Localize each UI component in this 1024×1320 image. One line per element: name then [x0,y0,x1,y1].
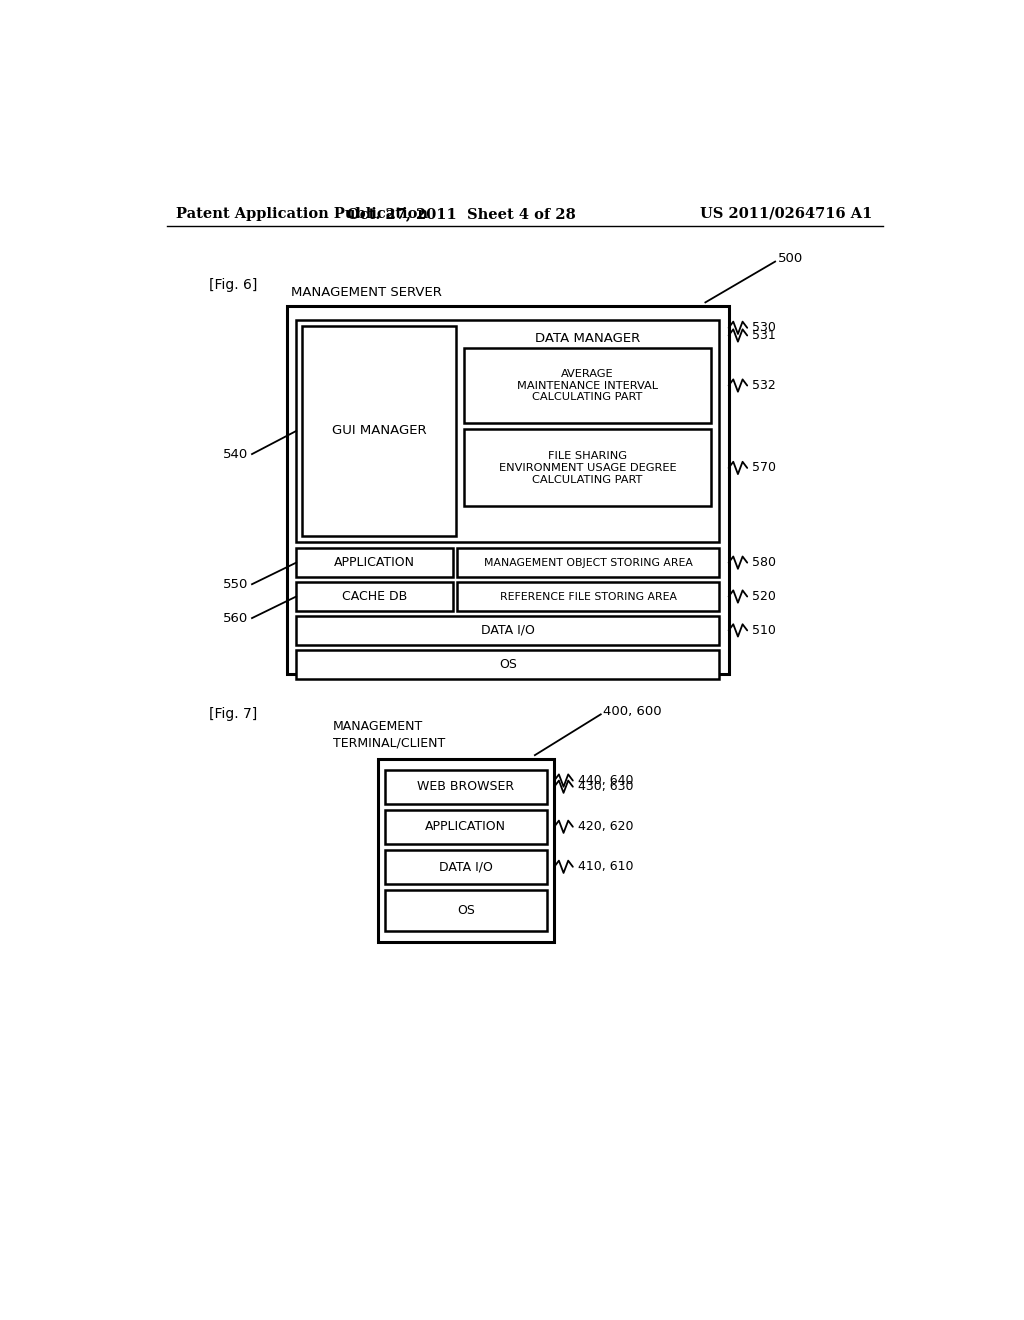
Text: MANAGEMENT
TERMINAL/CLIENT: MANAGEMENT TERMINAL/CLIENT [333,719,444,750]
Text: OS: OS [457,904,475,917]
Text: REFERENCE FILE STORING AREA: REFERENCE FILE STORING AREA [500,591,677,602]
Text: 550: 550 [223,578,248,591]
Text: Patent Application Publication: Patent Application Publication [176,207,428,220]
Text: MANAGEMENT SERVER: MANAGEMENT SERVER [291,285,441,298]
Text: GUI MANAGER: GUI MANAGER [332,425,426,437]
Text: 420, 620: 420, 620 [578,820,633,833]
Text: US 2011/0264716 A1: US 2011/0264716 A1 [699,207,872,220]
Text: 400, 600: 400, 600 [603,705,662,718]
Bar [385,850,547,884]
Bar [385,770,547,804]
Bar [302,326,456,536]
Text: [Fig. 6]: [Fig. 6] [209,279,258,293]
Text: DATA MANAGER: DATA MANAGER [535,333,640,345]
Text: 410, 610: 410, 610 [578,861,633,874]
Text: 530: 530 [752,321,776,334]
Bar [296,321,719,543]
Bar [464,429,711,507]
Text: AVERAGE
MAINTENANCE INTERVAL
CALCULATING PART: AVERAGE MAINTENANCE INTERVAL CALCULATING… [517,370,658,403]
Text: 531: 531 [752,329,775,342]
Text: APPLICATION: APPLICATION [334,556,415,569]
Text: 570: 570 [752,462,776,474]
Text: 580: 580 [752,556,776,569]
Text: APPLICATION: APPLICATION [425,820,507,833]
Text: OS: OS [499,657,517,671]
Text: 440, 640: 440, 640 [578,774,633,787]
Bar [296,615,719,645]
Text: [Fig. 7]: [Fig. 7] [209,708,258,721]
Text: FILE SHARING
ENVIRONMENT USAGE DEGREE
CALCULATING PART: FILE SHARING ENVIRONMENT USAGE DEGREE CA… [499,451,677,484]
Bar [296,548,453,577]
Text: DATA I/O: DATA I/O [439,861,493,874]
Text: CACHE DB: CACHE DB [342,590,408,603]
Text: 430, 630: 430, 630 [578,780,633,793]
Text: WEB BROWSER: WEB BROWSER [418,780,514,793]
Bar [296,582,453,611]
Bar [464,348,711,424]
Text: 540: 540 [223,447,248,461]
Text: DATA I/O: DATA I/O [481,624,535,638]
Text: 520: 520 [752,590,776,603]
Bar [287,306,729,675]
Bar [458,582,719,611]
Bar [378,759,554,942]
Text: 510: 510 [752,624,776,638]
Text: Oct. 27, 2011  Sheet 4 of 28: Oct. 27, 2011 Sheet 4 of 28 [347,207,575,220]
Text: 500: 500 [777,252,803,265]
Text: 560: 560 [223,611,248,624]
Text: MANAGEMENT OBJECT STORING AREA: MANAGEMENT OBJECT STORING AREA [484,557,693,568]
Text: 532: 532 [752,379,775,392]
Bar [385,810,547,843]
Bar [296,649,719,678]
Bar [458,548,719,577]
Bar [385,890,547,932]
